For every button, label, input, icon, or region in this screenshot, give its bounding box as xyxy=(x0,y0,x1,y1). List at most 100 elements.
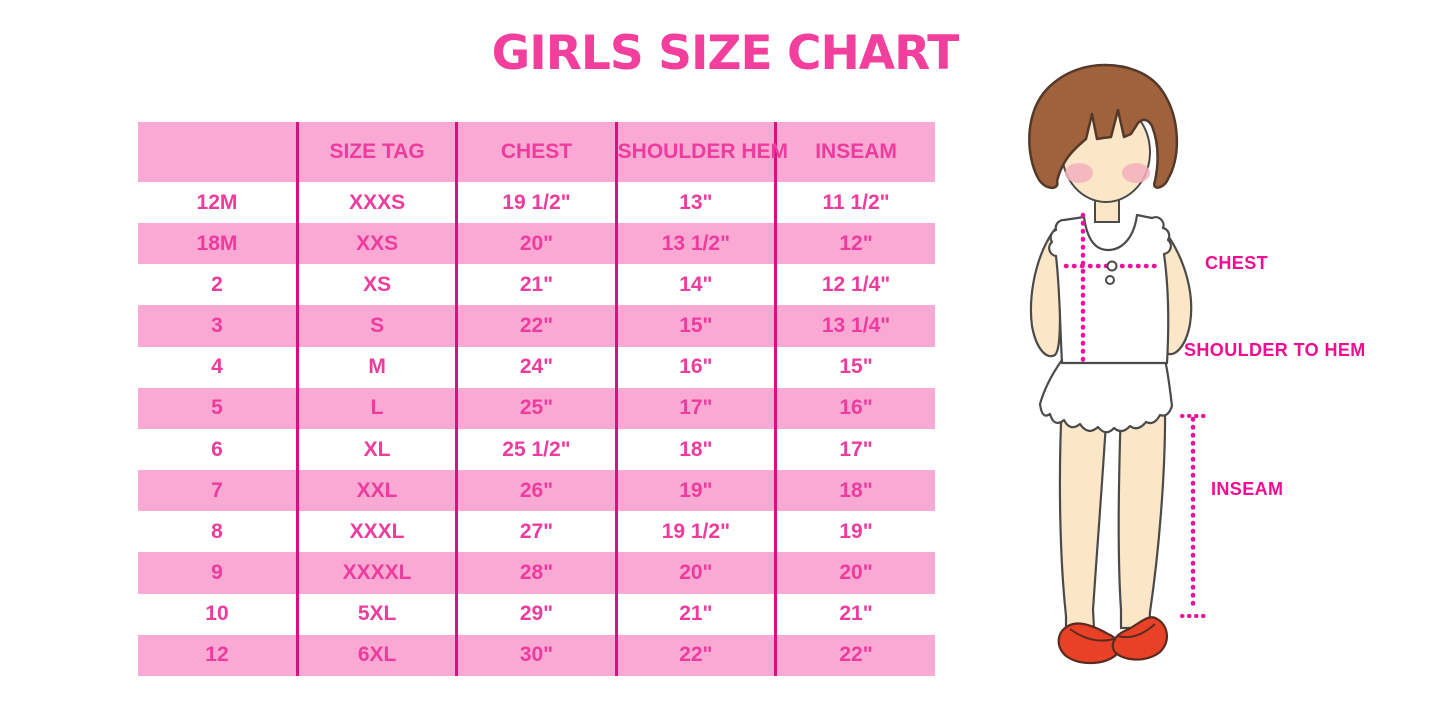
left-cheek-blush xyxy=(1065,163,1093,183)
header-cell-size xyxy=(138,122,298,182)
cell-chest: 25" xyxy=(455,387,617,429)
cell-inseam: 12 1/4" xyxy=(774,264,935,306)
cell-size-tag: S xyxy=(295,305,457,347)
header-cell-size-tag: SIZE TAG xyxy=(295,122,457,182)
left-arm-shape xyxy=(1029,221,1062,358)
cell-shoulder-hem: 21" xyxy=(614,593,776,635)
cell-shoulder-hem: 22" xyxy=(614,634,776,676)
cell-chest: 24" xyxy=(455,346,617,388)
cell-size: 9 xyxy=(211,560,223,584)
cell-inseam: 22" xyxy=(774,634,935,676)
right-cheek-blush xyxy=(1122,163,1150,183)
cell-shoulder-hem: 18" xyxy=(614,428,776,471)
cell-size-tag: 6XL xyxy=(295,634,457,676)
cell-shoulder-hem: 20" xyxy=(614,552,776,594)
cell-shoulder-hem: 19" xyxy=(614,470,776,512)
cell-inseam: 12" xyxy=(774,223,935,265)
inseam-measurement-label: INSEAM xyxy=(1211,479,1284,499)
header-cell-chest: CHEST xyxy=(455,122,617,182)
cell-size: 3 xyxy=(211,314,223,338)
header-cell-inseam: INSEAM xyxy=(774,122,935,182)
table-row: 18M XXS 20" 13 1/2" 12" xyxy=(138,223,935,265)
cell-size-tag: XS xyxy=(295,264,457,306)
cell-size-tag: XXS xyxy=(295,223,457,265)
cell-shoulder-hem: 13 1/2" xyxy=(614,223,776,265)
cell-inseam: 20" xyxy=(774,552,935,594)
right-shoe-strap xyxy=(1117,623,1156,639)
size-chart-table: SIZE TAG CHEST SHOULDER HEM INSEAM 12M XX… xyxy=(138,122,935,676)
cell-size-tag: XXXXL xyxy=(295,552,457,594)
cell-size-tag: XXXL xyxy=(295,511,457,553)
cell-inseam: 18" xyxy=(774,470,935,512)
cell-chest: 20" xyxy=(455,223,617,265)
cell-inseam: 21" xyxy=(774,593,935,635)
table-row: 9 XXXXL 28" 20" 20" xyxy=(138,552,935,594)
table-row: 12M XXXS 19 1/2" 13" 11 1/2" xyxy=(138,182,935,224)
cell-size-tag: XL xyxy=(295,428,457,471)
left-shoe-strap xyxy=(1069,628,1115,642)
cell-size-tag: XXL xyxy=(295,470,457,512)
hair-shape xyxy=(1028,63,1179,189)
cell-chest: 21" xyxy=(455,264,617,306)
cell-size: 10 xyxy=(205,602,229,626)
shoulder-to-hem-measurement-label: SHOULDER TO HEM xyxy=(1184,340,1366,360)
top-button xyxy=(1106,260,1118,272)
right-shoe-shape xyxy=(1111,616,1168,661)
cell-chest: 26" xyxy=(455,470,617,512)
cell-size-tag: M xyxy=(295,346,457,388)
right-leg-shape xyxy=(1117,400,1167,630)
cell-size: 6 xyxy=(211,437,223,461)
cell-shoulder-hem: 13" xyxy=(614,182,776,224)
cell-chest: 25 1/2" xyxy=(455,428,617,471)
table-row: 2 XS 21" 14" 12 1/4" xyxy=(138,264,935,306)
cell-chest: 30" xyxy=(455,634,617,676)
cell-chest: 28" xyxy=(455,552,617,594)
cell-chest: 29" xyxy=(455,593,617,635)
cell-size-tag: XXXS xyxy=(295,182,457,224)
cell-inseam: 13 1/4" xyxy=(774,305,935,347)
cell-chest: 19 1/2" xyxy=(455,182,617,224)
cell-chest: 22" xyxy=(455,305,617,347)
skirt-shape xyxy=(1038,358,1174,434)
table-header-row: SIZE TAG CHEST SHOULDER HEM INSEAM xyxy=(138,122,935,182)
cell-size: 2 xyxy=(211,272,223,296)
header-cell-shoulder-hem: SHOULDER HEM xyxy=(614,122,788,182)
bodice-shape xyxy=(1048,213,1172,365)
chest-measurement-label: CHEST xyxy=(1205,253,1269,273)
cell-size: 4 xyxy=(211,355,223,379)
cell-size: 12M xyxy=(196,190,238,214)
cell-shoulder-hem: 16" xyxy=(614,346,776,388)
cell-inseam: 11 1/2" xyxy=(774,182,935,224)
girl-measurement-illustration xyxy=(1028,63,1207,665)
page-title: GIRLS SIZE CHART xyxy=(491,26,960,81)
cell-size: 18M xyxy=(196,231,238,255)
cell-chest: 27" xyxy=(455,511,617,553)
table-row: 8 XXXL 27" 19 1/2" 19" xyxy=(138,511,935,553)
cell-inseam: 17" xyxy=(774,428,935,471)
cell-size: 12 xyxy=(205,643,229,667)
cell-size: 8 xyxy=(211,519,223,543)
cell-shoulder-hem: 14" xyxy=(614,264,776,306)
table-row: 4 M 24" 16" 15" xyxy=(138,346,935,388)
cell-inseam: 19" xyxy=(774,511,935,553)
table-row: 7 XXL 26" 19" 18" xyxy=(138,470,935,512)
left-leg-shape xyxy=(1058,398,1109,630)
cell-shoulder-hem: 19 1/2" xyxy=(614,511,776,553)
cell-inseam: 16" xyxy=(774,387,935,429)
size-chart-table-container: SIZE TAG CHEST SHOULDER HEM INSEAM 12M XX… xyxy=(138,122,935,676)
cell-size-tag: 5XL xyxy=(295,593,457,635)
bottom-button xyxy=(1105,275,1115,285)
table-row: 12 6XL 30" 22" 22" xyxy=(138,634,935,676)
table-row: 3 S 22" 15" 13 1/4" xyxy=(138,305,935,347)
table-row: 5 L 25" 17" 16" xyxy=(138,387,935,429)
cell-size: 7 xyxy=(211,478,223,502)
cell-size: 5 xyxy=(211,396,223,420)
cell-inseam: 15" xyxy=(774,346,935,388)
left-shoe-shape xyxy=(1057,622,1121,665)
cell-size-tag: L xyxy=(295,387,457,429)
table-row: 6 XL 25 1/2" 18" 17" xyxy=(138,428,935,471)
cell-shoulder-hem: 15" xyxy=(614,305,776,347)
table-row: 10 5XL 29" 21" 21" xyxy=(138,593,935,635)
cell-shoulder-hem: 17" xyxy=(614,387,776,429)
